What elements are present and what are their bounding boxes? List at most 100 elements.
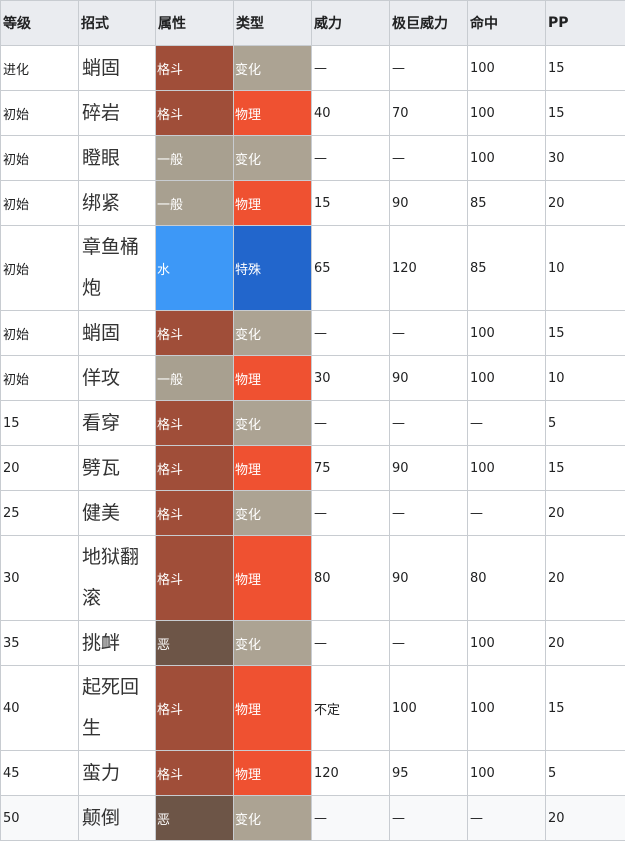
header-power[interactable]: 威力 [311, 0, 390, 46]
attribute-cell: 恶 [155, 620, 234, 666]
accuracy-cell: 100 [467, 90, 546, 136]
power-cell: — [311, 310, 390, 356]
pp-cell: 30 [545, 135, 625, 181]
max-power-cell: 120 [389, 225, 468, 311]
accuracy-cell: 100 [467, 310, 546, 356]
move-name-link[interactable]: 健美 [78, 490, 156, 536]
max-power-cell: 90 [389, 180, 468, 226]
move-name-link[interactable]: 佯攻 [78, 355, 156, 401]
pp-cell: 10 [545, 355, 625, 401]
pp-cell: 10 [545, 225, 625, 311]
accuracy-cell: 80 [467, 535, 546, 621]
accuracy-cell: 100 [467, 45, 546, 91]
table-row: 15 看穿 格斗 变化 — — — 5 [0, 400, 625, 446]
category-cell: 变化 [233, 135, 312, 181]
accuracy-cell: 100 [467, 135, 546, 181]
table-row: 进化 蛸固 格斗 变化 — — 100 15 [0, 45, 625, 91]
max-power-cell: 100 [389, 665, 468, 751]
level-cell: 初始 [0, 180, 79, 226]
table-row: 初始 绑紧 一般 物理 15 90 85 20 [0, 180, 625, 226]
move-name-link[interactable]: 挑衅 [78, 620, 156, 666]
accuracy-cell: 100 [467, 355, 546, 401]
category-cell: 物理 [233, 535, 312, 621]
accuracy-cell: 100 [467, 620, 546, 666]
accuracy-cell: 100 [467, 445, 546, 491]
move-name-link[interactable]: 章鱼桶炮 [78, 225, 156, 311]
max-power-cell: — [389, 795, 468, 841]
category-cell: 物理 [233, 180, 312, 226]
accuracy-cell: 100 [467, 665, 546, 751]
pp-cell: 20 [545, 620, 625, 666]
power-cell: — [311, 620, 390, 666]
move-name-link[interactable]: 看穿 [78, 400, 156, 446]
header-category[interactable]: 类型 [233, 0, 312, 46]
move-name-link[interactable]: 蛸固 [78, 310, 156, 356]
level-cell: 50 [0, 795, 79, 841]
category-cell: 变化 [233, 490, 312, 536]
move-name-link[interactable]: 碎岩 [78, 90, 156, 136]
move-name-link[interactable]: 地狱翻滚 [78, 535, 156, 621]
pp-cell: 20 [545, 490, 625, 536]
move-name-link[interactable]: 蛮力 [78, 750, 156, 796]
attribute-cell: 格斗 [155, 490, 234, 536]
attribute-cell: 格斗 [155, 535, 234, 621]
table-row: 初始 碎岩 格斗 物理 40 70 100 15 [0, 90, 625, 136]
move-name-link[interactable]: 瞪眼 [78, 135, 156, 181]
power-cell: — [311, 45, 390, 91]
max-power-cell: 95 [389, 750, 468, 796]
move-name-link[interactable]: 蛸固 [78, 45, 156, 91]
pp-cell: 15 [545, 665, 625, 751]
table-row: 35 挑衅 恶 变化 — — 100 20 [0, 620, 625, 666]
move-name-link[interactable]: 绑紧 [78, 180, 156, 226]
level-cell: 初始 [0, 225, 79, 311]
accuracy-cell: 100 [467, 750, 546, 796]
category-cell: 物理 [233, 750, 312, 796]
pp-cell: 20 [545, 795, 625, 841]
category-cell: 物理 [233, 665, 312, 751]
move-name-link[interactable]: 劈瓦 [78, 445, 156, 491]
category-cell: 变化 [233, 310, 312, 356]
attribute-cell: 格斗 [155, 750, 234, 796]
accuracy-cell: — [467, 490, 546, 536]
accuracy-cell: 85 [467, 180, 546, 226]
level-cell: 20 [0, 445, 79, 491]
power-cell: 120 [311, 750, 390, 796]
pp-cell: 15 [545, 445, 625, 491]
header-accuracy[interactable]: 命中 [467, 0, 546, 46]
accuracy-cell: 85 [467, 225, 546, 311]
header-max-power[interactable]: 极巨威力 [389, 0, 468, 46]
move-name-link[interactable]: 颠倒 [78, 795, 156, 841]
pp-cell: 20 [545, 180, 625, 226]
power-cell: 15 [311, 180, 390, 226]
max-power-cell: — [389, 620, 468, 666]
pp-cell: 15 [545, 310, 625, 356]
pp-cell: 5 [545, 750, 625, 796]
category-cell: 变化 [233, 620, 312, 666]
attribute-cell: 一般 [155, 180, 234, 226]
attribute-cell: 水 [155, 225, 234, 311]
level-cell: 进化 [0, 45, 79, 91]
table-row: 初始 瞪眼 一般 变化 — — 100 30 [0, 135, 625, 181]
power-cell: 40 [311, 90, 390, 136]
level-cell: 初始 [0, 310, 79, 356]
header-pp[interactable]: PP [545, 0, 625, 46]
table-row: 50 颠倒 恶 变化 — — — 20 [0, 795, 625, 841]
attribute-cell: 一般 [155, 135, 234, 181]
max-power-cell: — [389, 45, 468, 91]
level-cell: 45 [0, 750, 79, 796]
pp-cell: 15 [545, 90, 625, 136]
move-name-link[interactable]: 起死回生 [78, 665, 156, 751]
header-move[interactable]: 招式 [78, 0, 156, 46]
level-cell: 35 [0, 620, 79, 666]
max-power-cell: 70 [389, 90, 468, 136]
power-cell: 75 [311, 445, 390, 491]
power-cell: — [311, 135, 390, 181]
max-power-cell: 90 [389, 445, 468, 491]
max-power-cell: — [389, 135, 468, 181]
header-level[interactable]: 等级 [0, 0, 79, 46]
table-row: 初始 章鱼桶炮 水 特殊 65 120 85 10 [0, 225, 625, 311]
header-attribute[interactable]: 属性 [155, 0, 234, 46]
attribute-cell: 格斗 [155, 310, 234, 356]
table-row: 40 起死回生 格斗 物理 不定 100 100 15 [0, 665, 625, 751]
